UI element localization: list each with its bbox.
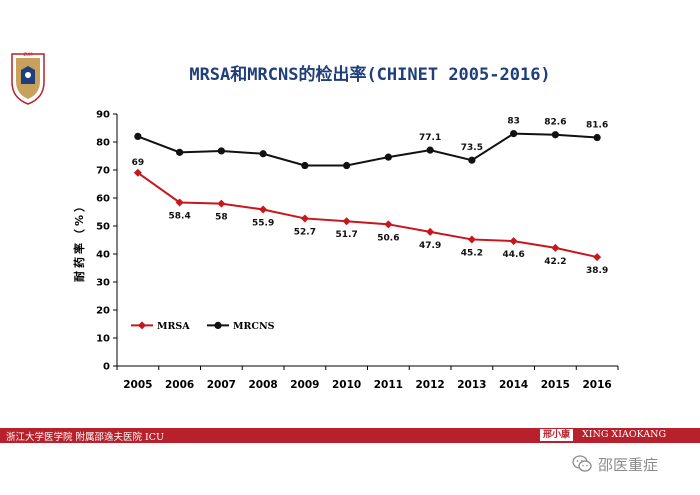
wechat-icon bbox=[572, 455, 592, 472]
watermark-text: 邵医重症 bbox=[598, 455, 659, 474]
data-point-mrsa bbox=[259, 205, 268, 214]
y-tick-label: 10 bbox=[96, 334, 110, 345]
x-tick-label: 2010 bbox=[332, 379, 361, 391]
data-point-mrsa bbox=[551, 243, 560, 252]
data-label-mrsa: 55.9 bbox=[252, 218, 274, 228]
data-point-mrcns bbox=[343, 161, 351, 170]
y-tick-label: 30 bbox=[96, 278, 110, 289]
data-label-mrsa: 44.6 bbox=[503, 250, 525, 260]
data-label-mrsa: 42.2 bbox=[544, 257, 566, 267]
x-tick-label: 2008 bbox=[249, 379, 278, 391]
x-tick-label: 2006 bbox=[165, 379, 194, 391]
y-tick-label: 50 bbox=[96, 222, 110, 233]
data-label-mrcns: 83 bbox=[507, 117, 520, 127]
x-tick-label: 2013 bbox=[457, 379, 486, 391]
footer-bar bbox=[0, 428, 700, 443]
legend-label-mrsa: MRSA bbox=[157, 321, 190, 332]
y-axis-label: 耐药率（%） bbox=[72, 198, 86, 282]
data-point-mrsa bbox=[426, 227, 435, 236]
footer-author-badge: 邢小康 bbox=[540, 429, 574, 441]
data-point-mrcns bbox=[551, 131, 559, 139]
data-point-mrcns bbox=[217, 147, 225, 155]
data-label-mrcns: 81.6 bbox=[586, 121, 608, 131]
slide-title: MRSA和MRCNS的检出率(CHINET 2005-2016) bbox=[189, 65, 551, 85]
data-point-mrsa bbox=[384, 220, 393, 229]
y-tick-label: 90 bbox=[96, 110, 110, 121]
y-tick-label: 80 bbox=[96, 138, 110, 149]
x-tick-label: 2009 bbox=[290, 379, 319, 391]
data-point-mrsa bbox=[217, 199, 226, 208]
data-label-mrcns: 82.6 bbox=[544, 118, 566, 128]
data-label-mrsa: 58 bbox=[215, 213, 228, 223]
svg-text:ZUM: ZUM bbox=[23, 52, 33, 57]
data-point-mrcns bbox=[176, 148, 184, 156]
x-tick-label: 2005 bbox=[123, 379, 152, 391]
data-label-mrsa: 52.7 bbox=[294, 227, 316, 237]
data-point-mrcns bbox=[468, 156, 476, 164]
y-tick-label: 40 bbox=[96, 250, 110, 261]
data-label-mrsa: 69 bbox=[132, 158, 145, 168]
x-tick-label: 2014 bbox=[499, 379, 528, 391]
x-tick-label: 2007 bbox=[207, 379, 236, 391]
data-label-mrcns: 77.1 bbox=[419, 133, 441, 143]
x-tick-label: 2016 bbox=[583, 379, 612, 391]
university-crest-icon: ZUM bbox=[8, 48, 48, 106]
legend-marker-mrsa bbox=[138, 321, 146, 330]
legend-label-mrcns: MRCNS bbox=[233, 321, 275, 332]
legend-marker-mrcns bbox=[214, 321, 222, 329]
data-point-mrcns bbox=[593, 133, 601, 142]
series-line-mrsa bbox=[137, 171, 598, 259]
y-tick-label: 0 bbox=[103, 362, 110, 373]
footer-author-name: XING XIAOKANG bbox=[582, 429, 667, 440]
data-point-mrsa bbox=[593, 253, 602, 262]
data-point-mrsa bbox=[342, 217, 351, 226]
data-label-mrsa: 38.9 bbox=[586, 266, 608, 276]
data-point-mrcns bbox=[384, 153, 392, 161]
y-tick-label: 60 bbox=[96, 194, 110, 205]
data-point-mrcns bbox=[301, 161, 309, 170]
data-label-mrsa: 50.6 bbox=[377, 233, 399, 243]
footer-institution: 浙江大学医学院 附属邵逸夫医院 ICU bbox=[6, 432, 165, 443]
data-point-mrsa bbox=[300, 214, 309, 223]
series-line-mrcns bbox=[137, 132, 598, 167]
data-point-mrsa bbox=[175, 198, 184, 207]
data-label-mrsa: 45.2 bbox=[461, 248, 483, 258]
line-chart: 0 10 20 30 40 50 60 70 80 90 2005 2006 2007 2008 2009 2… bbox=[72, 110, 619, 391]
data-point-mrsa bbox=[133, 168, 142, 177]
data-label-mrcns: 73.5 bbox=[461, 143, 483, 153]
data-label-mrsa: 47.9 bbox=[419, 241, 441, 251]
x-tick-label: 2011 bbox=[374, 379, 403, 391]
data-point-mrsa bbox=[509, 237, 518, 246]
data-label-mrsa: 58.4 bbox=[169, 211, 191, 221]
y-tick-label: 70 bbox=[96, 166, 110, 177]
x-tick-label: 2012 bbox=[416, 379, 445, 391]
data-label-mrsa: 51.7 bbox=[336, 230, 358, 240]
y-tick-label: 20 bbox=[96, 306, 110, 317]
data-point-mrcns bbox=[510, 130, 518, 138]
data-point-mrcns bbox=[134, 132, 142, 140]
watermark: 邵医重症 bbox=[572, 454, 658, 474]
x-tick-label: 2015 bbox=[541, 379, 570, 391]
data-point-mrcns bbox=[259, 150, 267, 158]
data-point-mrsa bbox=[467, 235, 476, 244]
data-point-mrcns bbox=[426, 146, 434, 154]
